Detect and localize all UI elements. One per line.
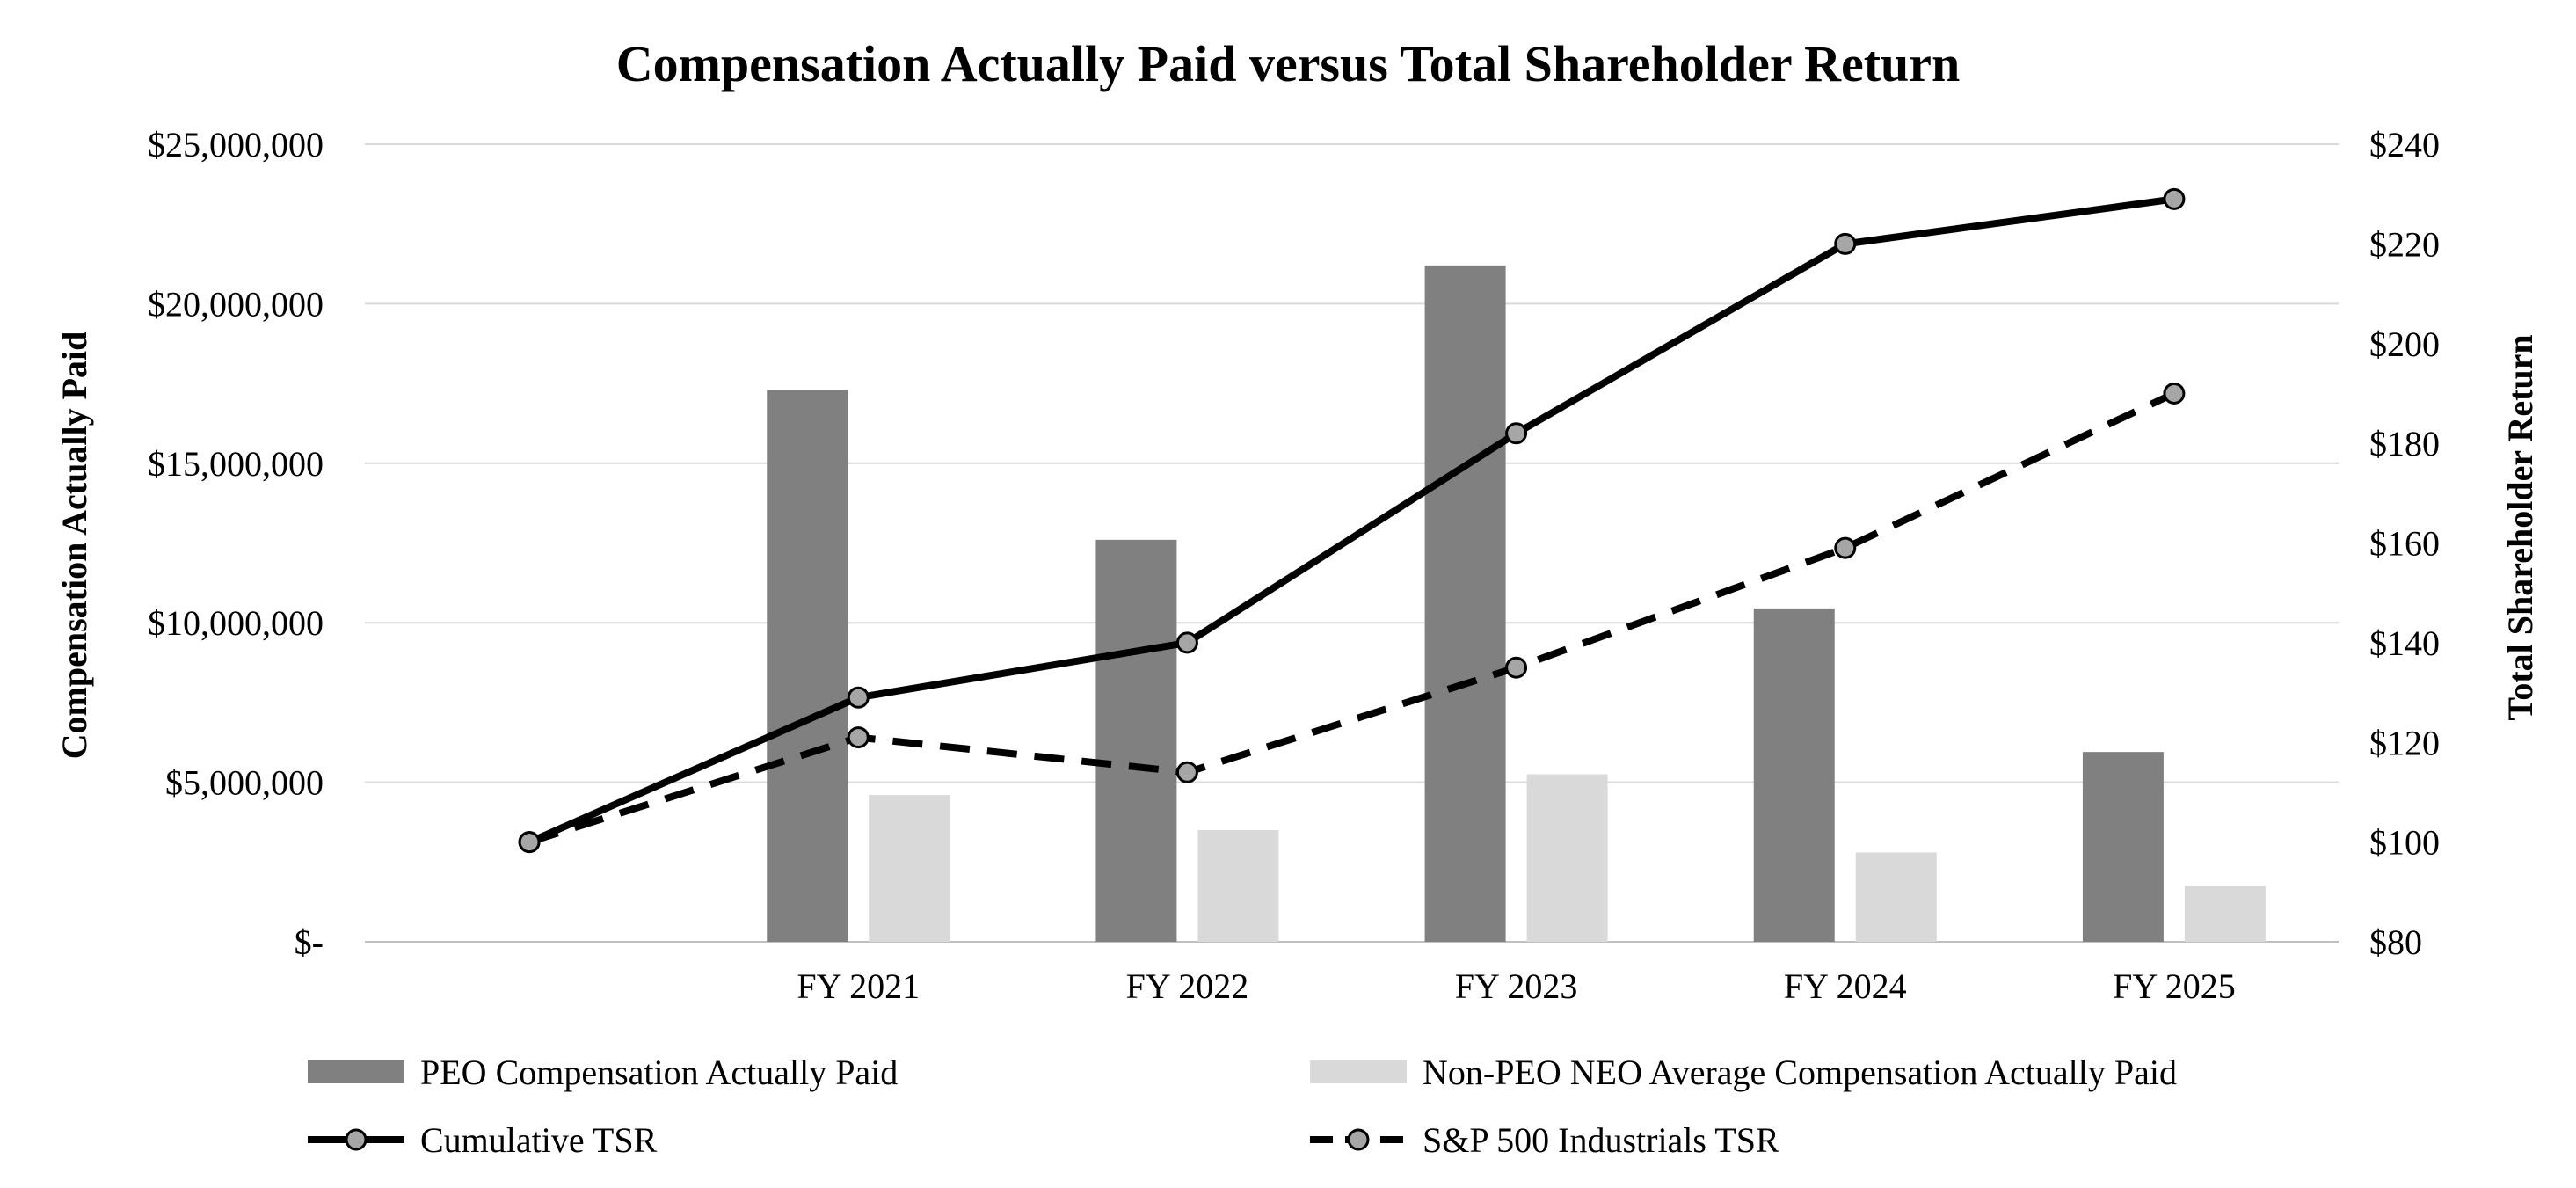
neo-cap-bar [1526, 774, 1608, 942]
peo-cap-bar [1095, 539, 1177, 942]
right-tick-label: $200 [2369, 324, 2440, 364]
right-tick-label: $120 [2369, 723, 2440, 762]
right-tick-label: $240 [2369, 125, 2440, 164]
sp500-industrials-tsr-point [1834, 536, 1857, 559]
cumulative-tsr-point [2163, 187, 2186, 210]
right-tick-label: $80 [2369, 922, 2422, 962]
legend-marker [1347, 1128, 1370, 1151]
legend-label: Non-PEO NEO Average Compensation Actuall… [1423, 1053, 2177, 1092]
legend: PEO Compensation Actually Paid Non-PEO NE… [308, 1053, 2177, 1160]
x-tick-label: FY 2024 [1784, 966, 1907, 1006]
right-tick-label: $140 [2369, 623, 2440, 663]
left-tick-label: $- [295, 922, 324, 962]
line-series-group [518, 187, 2186, 854]
neo-cap-bar [1855, 852, 1937, 942]
right-tick-label: $160 [2369, 524, 2440, 564]
x-tick-label: FY 2021 [797, 966, 920, 1006]
neo-cap-bar [869, 795, 950, 942]
cumulative-tsr-point [1175, 631, 1198, 654]
legend-label: S&P 500 Industrials TSR [1423, 1120, 1779, 1160]
peo-cap-bar [1753, 608, 1835, 942]
neo-cap-bar [2184, 886, 2266, 942]
cumulative-tsr-point [1505, 422, 1528, 445]
legend-swatch [308, 1060, 404, 1083]
peo-cap-bar [1424, 265, 1506, 942]
right-axis-title: Total Shareholder Return [2500, 334, 2540, 720]
right-tick-label: $180 [2369, 424, 2440, 463]
bar-series-group [767, 265, 2266, 943]
x-tick-label: FY 2023 [1455, 966, 1578, 1006]
gridlines [365, 143, 2339, 943]
cumulative-tsr-point [1834, 232, 1857, 255]
right-tick-label: $220 [2369, 224, 2440, 264]
axes: $- $5,000,000 $10,000,000 $15,000,000 $20,00… [148, 125, 2440, 1006]
neo-cap-bar [1197, 830, 1279, 942]
sp500-industrials-tsr-point [847, 726, 870, 749]
sp500-industrials-tsr-point [2163, 382, 2186, 405]
chart-title: Compensation Actually Paid versus Total … [616, 35, 1961, 92]
peo-cap-bar [2082, 752, 2164, 942]
x-tick-label: FY 2025 [2113, 966, 2236, 1006]
left-tick-label: $5,000,000 [165, 763, 324, 803]
peo-cap-bar [767, 390, 848, 943]
cumulative-tsr-line [528, 195, 2175, 846]
legend-swatch [1310, 1060, 1407, 1083]
x-tick-label: FY 2022 [1126, 966, 1249, 1006]
sp500-industrials-tsr-point [518, 831, 541, 854]
legend-marker [345, 1128, 367, 1151]
left-axis-title: Compensation Actually Paid [55, 332, 94, 760]
sp500-industrials-tsr-point [1175, 761, 1198, 783]
left-tick-label: $20,000,000 [148, 284, 324, 324]
sp500-industrials-tsr-line [528, 390, 2176, 846]
cumulative-tsr-point [847, 686, 870, 709]
legend-label: Cumulative TSR [420, 1120, 658, 1160]
left-tick-label: $25,000,000 [148, 125, 324, 164]
right-tick-label: $100 [2369, 823, 2440, 863]
legend-label: PEO Compensation Actually Paid [420, 1053, 898, 1092]
left-tick-label: $10,000,000 [148, 603, 324, 643]
sp500-industrials-tsr-point [1505, 656, 1528, 679]
left-tick-label: $15,000,000 [148, 444, 324, 484]
